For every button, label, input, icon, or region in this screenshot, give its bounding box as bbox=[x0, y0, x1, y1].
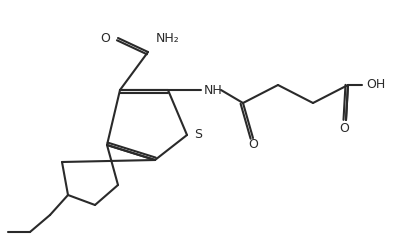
Text: O: O bbox=[248, 138, 258, 151]
Text: OH: OH bbox=[366, 79, 385, 92]
Text: O: O bbox=[339, 122, 349, 134]
Text: S: S bbox=[194, 129, 202, 142]
Text: NH: NH bbox=[203, 83, 222, 96]
Text: O: O bbox=[100, 31, 110, 44]
Text: NH₂: NH₂ bbox=[156, 31, 180, 44]
